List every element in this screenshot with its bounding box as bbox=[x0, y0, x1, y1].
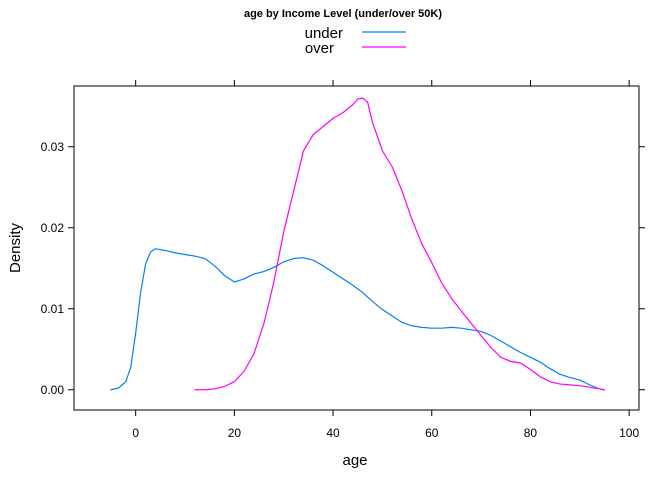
y-axis-label: Density bbox=[7, 222, 24, 273]
y-tick-label-1: 0.01 bbox=[41, 302, 65, 316]
x-tick-label-20: 20 bbox=[228, 426, 242, 440]
x-axis-label: age bbox=[342, 452, 367, 469]
y-tick-label-2: 0.02 bbox=[41, 221, 65, 235]
plot-frame bbox=[73, 85, 640, 411]
x-tick-label-100: 100 bbox=[619, 426, 639, 440]
chart-title: age by Income Level (under/over 50K) bbox=[244, 8, 442, 20]
x-tick-label-80: 80 bbox=[524, 426, 538, 440]
x-tick-label-40: 40 bbox=[326, 426, 340, 440]
y-axis: 0.00 0.01 0.02 0.03 bbox=[41, 140, 645, 397]
x-tick-label-60: 60 bbox=[425, 426, 439, 440]
y-tick-label-3: 0.03 bbox=[41, 140, 65, 154]
series-line-over bbox=[194, 97, 606, 391]
y-tick-label-0: 0.00 bbox=[41, 383, 65, 397]
x-tick-label-0: 0 bbox=[132, 426, 139, 440]
x-axis: 0 20 40 60 80 100 bbox=[132, 80, 639, 440]
series-layer bbox=[110, 97, 606, 391]
legend-label-over: over bbox=[305, 40, 334, 57]
legend-label-under: under bbox=[305, 25, 343, 42]
series-line-under bbox=[110, 248, 606, 391]
legend: under over bbox=[305, 25, 406, 57]
